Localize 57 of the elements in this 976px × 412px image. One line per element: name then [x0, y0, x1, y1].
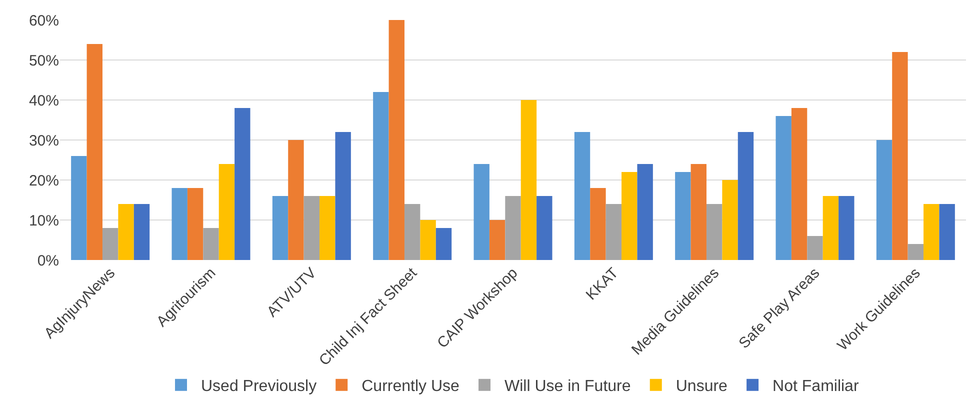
bar — [203, 228, 219, 260]
legend-label: Used Previously — [201, 378, 317, 396]
bar — [939, 204, 955, 260]
bar — [924, 204, 940, 260]
bar — [722, 180, 738, 260]
y-tick-label: 50% — [28, 52, 59, 70]
bar — [675, 172, 691, 260]
bar — [373, 92, 389, 260]
bar — [404, 204, 420, 260]
bar — [690, 164, 706, 260]
bar — [436, 228, 452, 260]
bar — [791, 108, 808, 260]
bar — [234, 108, 250, 260]
bar — [637, 164, 653, 260]
bar — [908, 244, 924, 260]
y-tick-label: 30% — [28, 132, 59, 150]
bar — [71, 156, 87, 260]
bar — [335, 132, 351, 260]
bar — [606, 204, 622, 260]
bar — [706, 204, 722, 260]
y-tick-label: 0% — [37, 252, 59, 270]
bar — [86, 44, 102, 260]
y-tick-label: 20% — [28, 172, 59, 190]
bar — [838, 196, 854, 260]
bar — [590, 188, 606, 260]
bar — [218, 164, 235, 260]
bar — [304, 196, 320, 260]
bar — [474, 164, 490, 260]
bar — [489, 220, 506, 260]
bar — [388, 20, 404, 260]
bar — [776, 116, 792, 260]
legend-label: Will Use in Future — [504, 378, 631, 396]
bar — [738, 132, 754, 260]
y-tick-label: 40% — [28, 92, 59, 110]
y-tick-label: 60% — [28, 12, 59, 30]
bar — [118, 204, 134, 260]
bar — [574, 132, 590, 260]
bar — [807, 236, 823, 260]
bar — [892, 52, 908, 260]
legend-label: Currently Use — [362, 378, 460, 396]
bar — [520, 100, 537, 260]
bar — [172, 188, 188, 260]
bar — [288, 140, 304, 260]
bar — [272, 196, 288, 260]
bar — [505, 196, 521, 260]
bar — [134, 204, 150, 260]
bar — [187, 188, 204, 260]
legend-label: Not Familiar — [772, 378, 860, 396]
bar — [320, 196, 336, 260]
legend-label: Unsure — [676, 378, 728, 396]
bar — [876, 140, 892, 260]
bar — [536, 196, 552, 260]
bar — [622, 172, 638, 260]
y-tick-label: 10% — [28, 212, 59, 230]
bar — [102, 228, 118, 260]
bar — [822, 196, 839, 260]
bar — [420, 220, 436, 260]
